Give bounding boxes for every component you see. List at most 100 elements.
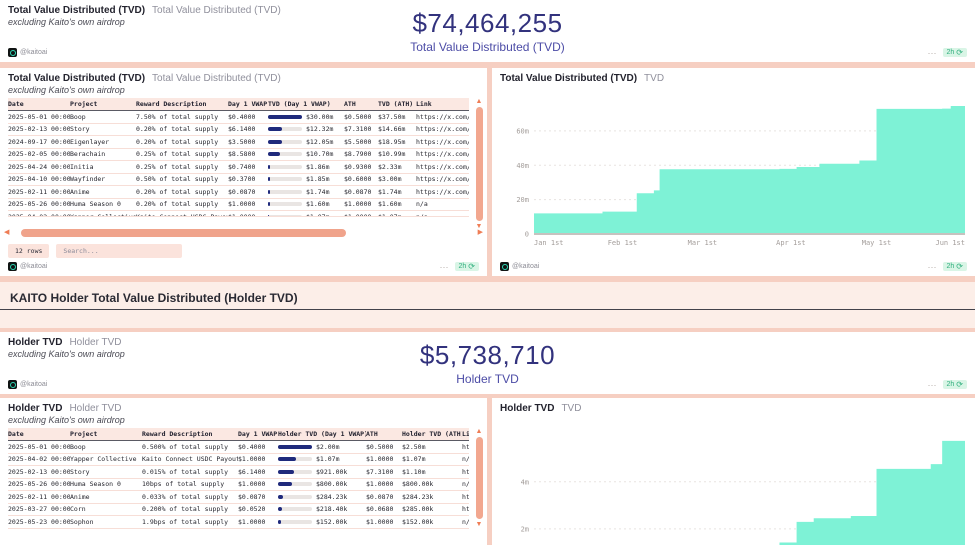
table-row[interactable]: 2025-05-01 00:00 Boop 7.50% of total suppl…	[8, 111, 469, 124]
cell-l[interactable]: https://x.com/Kait	[416, 150, 469, 159]
cell-l[interactable]: https://x.com/kait	[462, 467, 469, 476]
column-header: Day 1 VWAP	[238, 430, 278, 438]
cell-a: $7.3100	[366, 467, 394, 476]
cell-l[interactable]: https://x.com/anim	[416, 187, 469, 196]
cell-d: 2025-02-13 00:00	[8, 467, 70, 476]
more-menu-icon[interactable]: ⋯	[927, 261, 938, 272]
cell-l[interactable]: https://x.com/kait	[416, 125, 469, 134]
cell-ta: $285.00k	[402, 505, 434, 514]
cell-v: $1.0000	[228, 213, 256, 217]
bar-fill	[278, 469, 294, 474]
bar-fill	[278, 444, 312, 449]
table-row[interactable]: 2025-03-27 00:00 Corn 0.200% of total supp…	[8, 504, 469, 516]
bar-track	[268, 152, 302, 157]
horizontal-scrollbar[interactable]: ◀ ▶	[4, 228, 483, 237]
bar-fill	[268, 127, 282, 132]
holder-table-panel: Holder TVD Holder TVD excluding Kaito's o…	[0, 398, 487, 545]
refresh-badge[interactable]: 2h ⟳	[942, 380, 967, 389]
cell-a: $0.0680	[366, 505, 394, 514]
tvd-bar-cell: $12.32m	[268, 125, 344, 133]
tvd-summary-panel: Total Value Distributed (TVD) Total Value…	[0, 0, 975, 62]
refresh-badge[interactable]: 2h ⟳	[454, 262, 479, 271]
cell-v: $1.0000	[238, 517, 266, 526]
holder-tvd-table: Date Project Reward Description Day 1 VWAP H…	[8, 428, 469, 529]
table-row[interactable]: 2025-05-26 00:00 Huma Season 0 10bps of to…	[8, 479, 469, 491]
bar-fill	[278, 519, 281, 524]
panel-subtitle: excluding Kaito's own airdrop	[8, 17, 125, 27]
refresh-icon: ⟳	[956, 48, 963, 57]
cell-ta: $1.10m	[402, 467, 426, 476]
cell-a: $0.0870	[366, 492, 394, 501]
cell-l[interactable]: https://x.com/anim	[462, 492, 469, 501]
cell-a: $0.0870	[344, 187, 372, 196]
search-input[interactable]	[56, 244, 183, 258]
table-row[interactable]: 2025-04-02 00:00 Yapper Collective Kaito C…	[8, 454, 469, 466]
column-header: Reward Description	[142, 430, 213, 438]
cell-a: $0.5000	[344, 112, 372, 121]
scroll-down-icon[interactable]: ▼	[475, 223, 483, 230]
cell-a: $1.0000	[366, 480, 394, 489]
scroll-thumb[interactable]	[475, 437, 483, 519]
cell-a: $0.5000	[366, 442, 394, 451]
table-row[interactable]: 2025-02-11 00:00 Anime 0.20% of total supp…	[8, 186, 469, 199]
table-header-row: Date Project Reward Description Day 1 VWAP T…	[8, 98, 469, 111]
more-menu-icon[interactable]: ⋯	[927, 379, 938, 390]
svg-text:Feb 1st: Feb 1st	[608, 239, 638, 247]
cell-d: 2024-09-17 00:00	[8, 137, 70, 146]
cell-v: $0.0870	[228, 187, 256, 196]
scroll-right-icon[interactable]: ▶	[477, 229, 483, 236]
cell-v: $3.5000	[228, 137, 256, 146]
column-header: Holder TVD (Day 1 VWAP)	[278, 430, 366, 438]
cell-ta: $14.66m	[378, 125, 406, 134]
scroll-up-icon[interactable]: ▲	[475, 98, 483, 105]
table-row[interactable]: 2025-05-23 00:00 Sophon 1.9bps of total su…	[8, 516, 469, 529]
cell-l[interactable]: https://x.com/init	[416, 162, 469, 171]
cell-ta: $152.00k	[402, 517, 434, 526]
more-menu-icon[interactable]: ⋯	[927, 47, 938, 58]
table-row[interactable]: 2025-05-26 00:00 Huma Season 0 0.20% of to…	[8, 199, 469, 211]
scroll-left-icon[interactable]: ◀	[4, 229, 10, 236]
panel-title-gray: Holder TVD	[69, 337, 122, 348]
table-row[interactable]: 2025-02-13 00:00 Story 0.015% of total sup…	[8, 466, 469, 479]
scroll-thumb[interactable]	[20, 228, 346, 237]
table-row[interactable]: 2025-02-05 00:00 Berachain 0.25% of total …	[8, 149, 469, 161]
kaito-logo-icon	[500, 262, 509, 271]
cell-v: $0.7400	[228, 162, 256, 171]
table-row[interactable]: 2025-04-24 00:00 Initia 0.25% of total sup…	[8, 161, 469, 174]
cell-l[interactable]: https://x.com/Kait	[462, 442, 469, 451]
table-row[interactable]: 2025-04-10 00:00 Wayfinder 0.50% of total …	[8, 174, 469, 186]
cell-ta: $2.50m	[402, 442, 426, 451]
table-row[interactable]: 2025-05-01 00:00 Boop 0.500% of total supp…	[8, 441, 469, 454]
scroll-thumb[interactable]	[475, 107, 483, 221]
scroll-up-icon[interactable]: ▲	[475, 428, 483, 435]
cell-p: Huma Season 0	[70, 200, 121, 209]
cell-ta: $1.74m	[378, 187, 402, 196]
row-count-badge: 12 rows	[8, 244, 50, 258]
vertical-scrollbar[interactable]: ▲ ▼	[474, 428, 484, 528]
more-menu-icon[interactable]: ⋯	[439, 261, 450, 272]
cell-a: $1.0000	[344, 200, 372, 209]
bar-track	[268, 215, 302, 216]
cell-v: $6.1400	[228, 125, 256, 134]
cell-ta: $37.50m	[378, 112, 406, 121]
cell-v: $0.4000	[238, 442, 266, 451]
table-row[interactable]: 2025-02-11 00:00 Anime 0.033% of total sup…	[8, 491, 469, 504]
table-row[interactable]: 2025-04-02 00:00 Yapper Collective Kaito C…	[8, 211, 469, 217]
refresh-badge[interactable]: 2h ⟳	[942, 262, 967, 271]
refresh-badge[interactable]: 2h ⟳	[942, 48, 967, 57]
cell-d: 2025-05-23 00:00	[8, 517, 70, 526]
table-row[interactable]: 2024-09-17 00:00 Eigenlayer 0.20% of total…	[8, 136, 469, 149]
table-row[interactable]: 2025-02-13 00:00 Story 0.20% of total supp…	[8, 124, 469, 136]
scroll-down-icon[interactable]: ▼	[475, 521, 483, 528]
cell-l[interactable]: https://x.com/eige	[416, 137, 469, 146]
cell-v: $6.1400	[238, 467, 266, 476]
cell-l[interactable]: https://x.com/Kait	[462, 505, 469, 514]
cell-l[interactable]: https://x.com/Kait	[416, 112, 469, 121]
vertical-scrollbar[interactable]: ▲ ▼	[474, 98, 484, 230]
brand-handle: @kaitoai	[512, 263, 540, 270]
column-header: Holder TVD (ATH)	[402, 430, 462, 438]
tvd-bar-cell: $1.74m	[268, 188, 344, 196]
cell-v: $0.3700	[228, 175, 256, 184]
panel-title: Total Value Distributed (TVD) TVD	[500, 73, 664, 84]
cell-l[interactable]: https://x.com/Kait	[416, 175, 469, 184]
